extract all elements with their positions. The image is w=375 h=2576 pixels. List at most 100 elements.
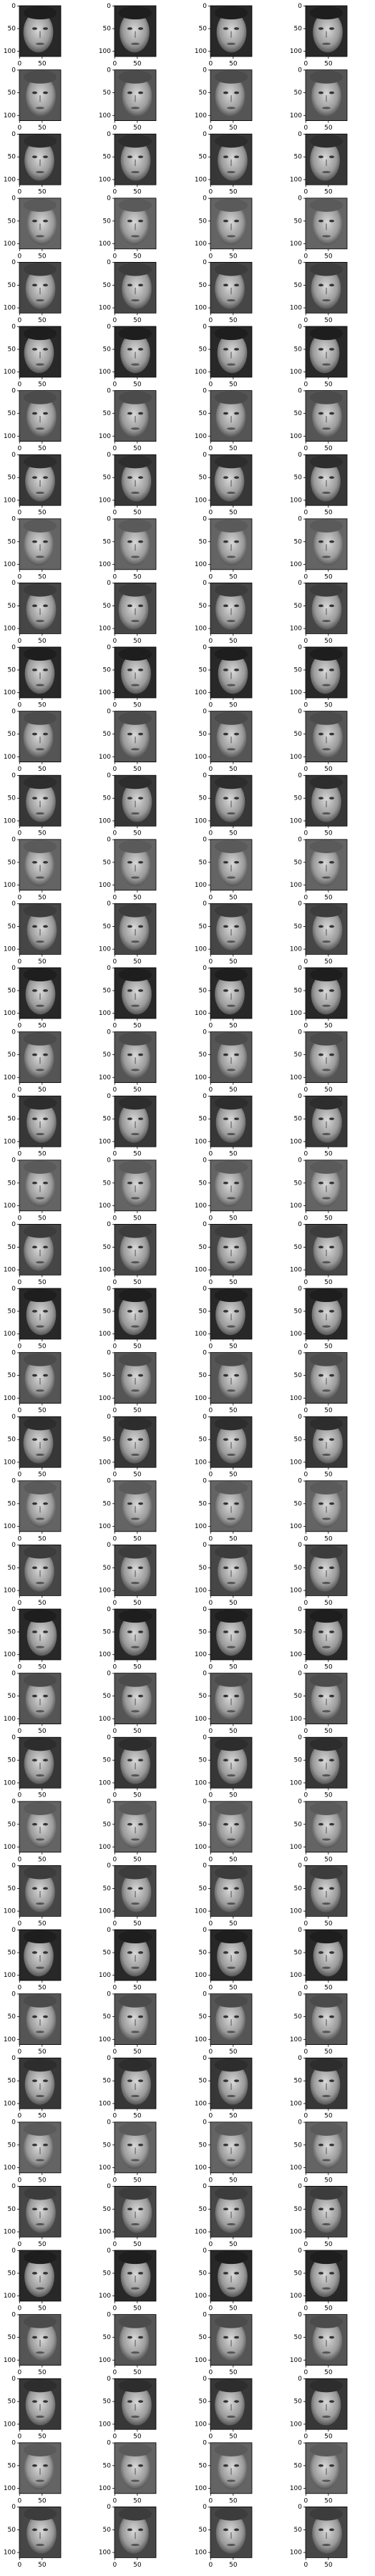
hair [23, 1545, 57, 1559]
mouth [227, 1838, 235, 1841]
hair [309, 1225, 344, 1238]
x-tick-label: 0 [112, 2497, 117, 2504]
axes-frame [114, 1160, 157, 1212]
y-tick-label: 100 [4, 1074, 16, 1082]
mouth [322, 107, 331, 110]
x-tick-label: 0 [17, 894, 21, 901]
hair [309, 134, 344, 148]
x-tick-label: 50 [324, 1535, 333, 1542]
y-tick-label: 50 [294, 1437, 303, 1444]
eye [43, 1245, 49, 1249]
axes-frame [114, 133, 157, 185]
axes-frame [210, 1224, 253, 1275]
y-tick-label: 0 [203, 1221, 207, 1228]
x-tick-label: 0 [112, 2241, 117, 2248]
y-tick-label: 0 [298, 1606, 302, 1613]
x-tick-label: 50 [133, 1472, 142, 1479]
axes-frame [19, 1673, 62, 1725]
hair [23, 198, 57, 212]
hair [23, 904, 57, 918]
y-tick-label: 0 [298, 1734, 302, 1741]
y-tick-label: 50 [199, 2013, 208, 2021]
face [309, 2449, 340, 2490]
axes-frame [210, 2057, 253, 2109]
axes-frame [19, 1736, 62, 1789]
eye [329, 283, 335, 287]
y-tick-label: 0 [203, 580, 207, 587]
face [312, 1807, 342, 1849]
y-tick-label: 100 [195, 369, 207, 376]
eye [318, 797, 323, 799]
x-tick-label: 50 [38, 61, 47, 68]
x-tick-label: 50 [229, 638, 238, 645]
y-tick-label: 0 [203, 1285, 207, 1293]
hair [23, 2250, 57, 2265]
hair [23, 2122, 57, 2136]
axes-frame [19, 1929, 62, 1981]
y-tick-label: 50 [103, 2527, 112, 2534]
eye [318, 1951, 323, 1954]
eye [138, 27, 144, 30]
eye [318, 348, 323, 351]
y-tick-label: 50 [294, 603, 303, 610]
y-tick-label: 50 [199, 731, 208, 738]
eye [318, 925, 323, 928]
x-tick-label: 50 [229, 1920, 238, 1928]
y-tick-label: 0 [107, 3, 111, 10]
x-tick-label: 0 [303, 1792, 308, 1799]
mouth [322, 1453, 331, 1457]
x-tick-label: 50 [38, 317, 47, 324]
axes-frame [19, 1801, 62, 1853]
y-tick-label: 0 [203, 1799, 207, 1806]
eye [43, 2272, 49, 2275]
y-tick-label: 100 [195, 1523, 207, 1530]
hair [214, 1545, 248, 1559]
eye [223, 2336, 228, 2339]
mouth [36, 1966, 44, 1969]
face [121, 1166, 152, 1207]
y-tick-label: 100 [99, 2485, 111, 2492]
eye [223, 1887, 228, 1890]
face [122, 76, 152, 117]
axes-frame [305, 1480, 348, 1532]
y-tick-label: 0 [203, 516, 207, 523]
x-tick-label: 50 [38, 1343, 47, 1351]
face [24, 1230, 54, 1271]
axes-frame [305, 198, 348, 250]
x-tick-label: 0 [208, 1151, 213, 1158]
y-tick-label: 50 [8, 282, 16, 289]
y-tick-label: 0 [298, 1029, 302, 1036]
y-tick-label: 50 [103, 603, 112, 610]
axes-frame [210, 326, 253, 378]
mouth [36, 1710, 44, 1713]
axes-frame [19, 2185, 62, 2237]
y-tick-label: 0 [298, 2247, 302, 2255]
hair [214, 1930, 248, 1944]
x-tick-label: 50 [38, 766, 47, 773]
y-tick-label: 0 [298, 1991, 302, 1998]
x-tick-label: 0 [303, 1920, 308, 1928]
x-tick-label: 0 [303, 2048, 308, 2056]
face [313, 1422, 343, 1464]
x-tick-label: 50 [133, 125, 142, 132]
eye [234, 1245, 240, 1249]
y-tick-label: 0 [203, 387, 207, 394]
y-tick-label: 50 [294, 1180, 303, 1187]
x-tick-label: 50 [38, 1087, 47, 1094]
axes-frame [114, 839, 157, 891]
eye [127, 989, 132, 992]
mouth [36, 235, 44, 238]
hair [309, 1737, 344, 1751]
axes-frame [19, 1544, 62, 1596]
y-tick-label: 50 [294, 1308, 303, 1316]
